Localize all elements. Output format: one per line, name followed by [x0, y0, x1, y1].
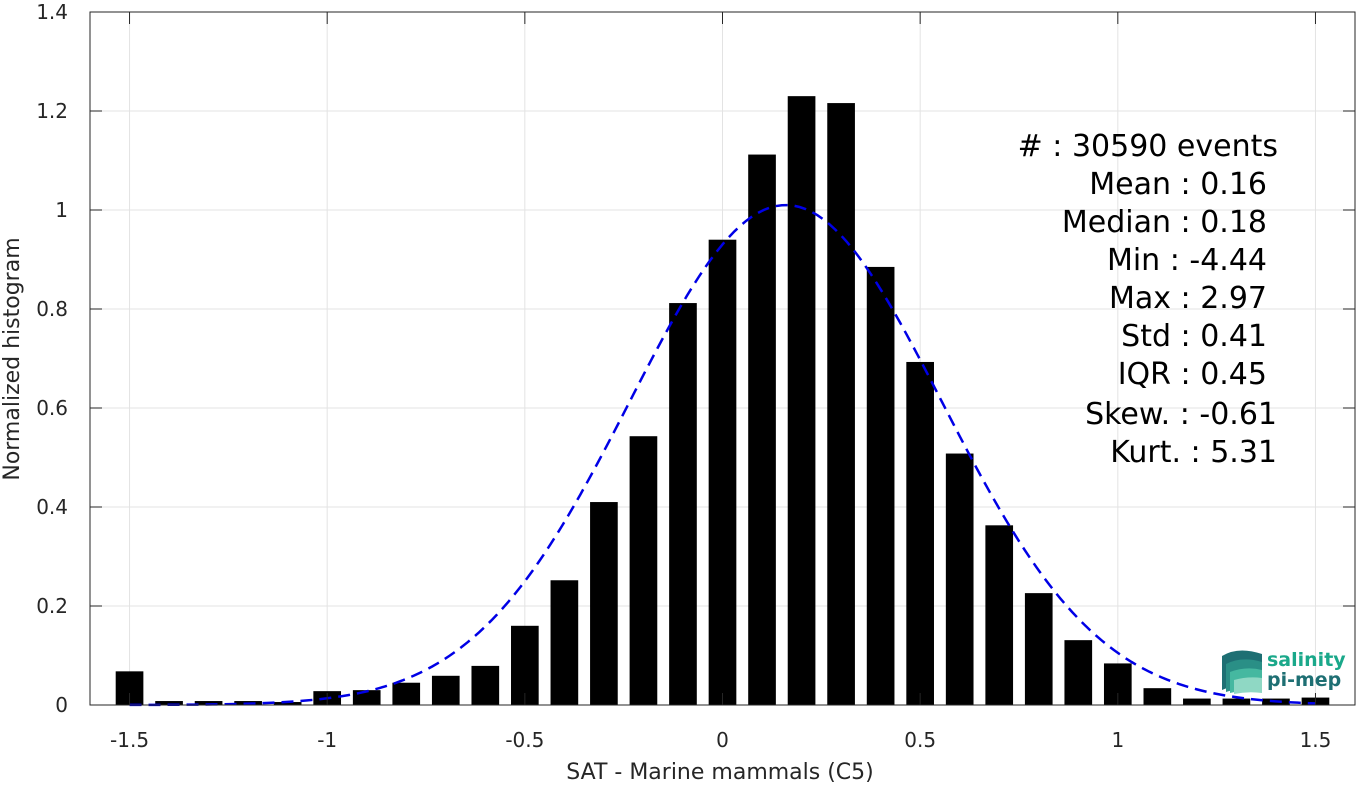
- histogram-bar: [590, 502, 618, 705]
- y-tick-label: 0.4: [36, 495, 68, 519]
- histogram-bar: [1024, 593, 1053, 705]
- histogram-bar: [787, 96, 816, 705]
- y-tick-label: 0.6: [36, 396, 68, 420]
- x-tick-label: 1.5: [1300, 728, 1332, 752]
- histogram-bar: [669, 303, 697, 705]
- histogram-bar: [945, 453, 974, 705]
- stats-skew: Skew. : -0.61: [1085, 397, 1277, 432]
- histogram-bar: [985, 525, 1014, 705]
- logo-text-pimep: pi-mep: [1267, 669, 1341, 691]
- x-tick-labels: -1.5 -1 -0.5 0 0.5 1 1.5: [110, 728, 1331, 752]
- histogram-bar: [906, 361, 934, 705]
- histogram-bar: [708, 239, 737, 705]
- stats-min: Min : -4.44: [1107, 243, 1267, 278]
- stats-events: # : 30590 events: [1018, 129, 1278, 164]
- histogram-bar: [431, 675, 460, 705]
- logo-wave-icon: [1222, 650, 1262, 694]
- histogram-bar: [194, 701, 223, 705]
- histogram-bar: [866, 266, 895, 705]
- stats-kurt: Kurt. : 5.31: [1110, 435, 1277, 470]
- y-tick-label: 1.2: [36, 99, 68, 123]
- y-tick-label: 1.4: [36, 0, 68, 24]
- stats-median: Median : 0.18: [1062, 205, 1267, 240]
- histogram-bar: [550, 580, 579, 705]
- histogram-bar: [827, 103, 855, 705]
- stats-max: Max : 2.97: [1109, 281, 1267, 316]
- y-tick-label: 0: [55, 693, 68, 717]
- x-tick-label: 1: [1111, 728, 1124, 752]
- y-axis-label: Normalized histogram: [0, 237, 25, 480]
- histogram-bar: [155, 701, 183, 705]
- histogram-bar: [629, 436, 658, 705]
- histogram-bar: [511, 625, 539, 705]
- histogram-bar: [748, 154, 776, 705]
- x-tick-label: 0.5: [904, 728, 936, 752]
- x-tick-label: -1.5: [110, 728, 149, 752]
- bars: [115, 96, 1330, 705]
- stats-std: Std : 0.41: [1121, 319, 1267, 354]
- histogram-bar: [273, 702, 302, 705]
- x-tick-label: 0: [716, 728, 729, 752]
- logo-text-salinity: salinity: [1267, 649, 1346, 671]
- y-tick-labels: 0 0.2 0.4 0.6 0.8 1 1.2 1.4: [36, 0, 68, 717]
- y-tick-label: 0.8: [36, 297, 68, 321]
- stats-iqr: IQR : 0.45: [1118, 357, 1267, 392]
- histogram-bar: [1064, 640, 1093, 705]
- x-axis-label: SAT - Marine mammals (C5): [566, 760, 874, 785]
- x-tick-label: -1: [317, 728, 337, 752]
- stats-mean: Mean : 0.16: [1089, 167, 1267, 202]
- histogram-bar: [1183, 698, 1211, 705]
- y-tick-label: 1: [55, 198, 68, 222]
- statistics-annotation: # : 30590 events Mean : 0.16 Median : 0.…: [1018, 129, 1278, 470]
- histogram-bar: [1222, 698, 1251, 705]
- histogram-bar: [1143, 688, 1172, 705]
- histogram-bar: [392, 682, 421, 705]
- histogram-bar: [471, 665, 500, 705]
- x-tick-label: -0.5: [505, 728, 544, 752]
- salinity-pimep-logo: salinity pi-mep: [1222, 649, 1346, 694]
- y-tick-label: 0.2: [36, 594, 68, 618]
- axis-ticks: [90, 11, 1355, 706]
